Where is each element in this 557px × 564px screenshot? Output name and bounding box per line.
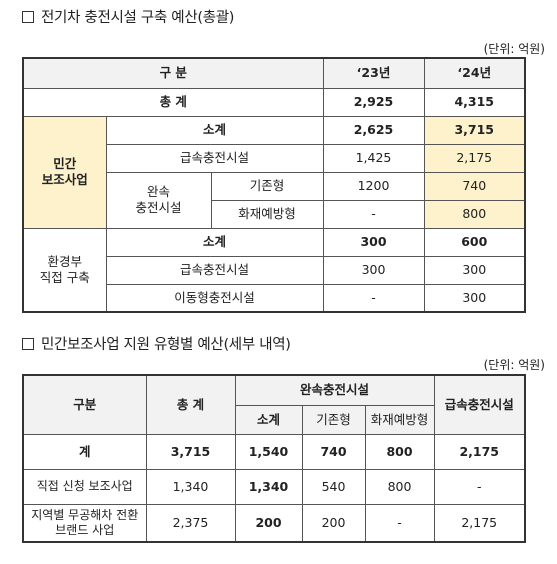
table-row: 총 계 2,925 4,315 bbox=[22, 87, 526, 117]
total-label: 총 계 bbox=[22, 87, 324, 117]
total-2023: 2,925 bbox=[322, 87, 425, 117]
row-total: 1,340 bbox=[145, 468, 236, 505]
row-existing: 740 bbox=[301, 433, 366, 470]
header-existing: 기존형 bbox=[301, 404, 366, 435]
table-row: 이동형충전시설 - 300 bbox=[23, 283, 526, 313]
checkbox-square-icon bbox=[22, 11, 34, 23]
checkbox-square-icon bbox=[22, 338, 34, 350]
private-existing-label: 기존형 bbox=[210, 171, 324, 201]
row-sub: 200 bbox=[234, 503, 303, 543]
table-row: 구 분 ‘23년 ‘24년 bbox=[22, 57, 526, 89]
header-slow: 완속충전시설 bbox=[234, 374, 435, 406]
budget-detail-table: 구분 총 계 완속충전시설 급속충전시설 소계 기존형 화재예방형 계 3,71… bbox=[22, 374, 526, 543]
header-2023: ‘23년 bbox=[322, 57, 425, 89]
env-fast-label: 급속충전시설 bbox=[105, 255, 324, 285]
row-fireproof: 800 bbox=[364, 433, 435, 470]
table-row: 환경부 직접 구축 소계 300 600 bbox=[22, 227, 526, 313]
row-existing: 540 bbox=[301, 468, 366, 505]
env-subtotal-label: 소계 bbox=[105, 227, 324, 257]
table-row: 민간 보조사업 소계 2,625 3,715 bbox=[22, 115, 526, 229]
table-row: 직접 신청 보조사업 1,340 1,340 540 800 - bbox=[22, 468, 526, 505]
table-row: 소계 기존형 화재예방형 bbox=[23, 404, 525, 435]
header-fast: 급속충전시설 bbox=[433, 374, 526, 435]
env-subtotal-2023: 300 bbox=[322, 227, 425, 257]
private-group-label: 민간 보조사업 bbox=[22, 115, 107, 229]
header-total: 총 계 bbox=[145, 374, 236, 435]
table-row: 급속충전시설 1,425 2,175 bbox=[23, 143, 526, 173]
private-subtotal-2024: 3,715 bbox=[423, 115, 526, 145]
section2-title: 민간보조사업 지원 유형별 예산(세부 내역) bbox=[41, 337, 291, 353]
private-fast-label: 급속충전시설 bbox=[105, 143, 324, 173]
row-total: 3,715 bbox=[145, 433, 236, 470]
env-mobile-label: 이동형충전시설 bbox=[105, 283, 324, 313]
section2-heading: 민간보조사업 지원 유형별 예산(세부 내역) bbox=[22, 333, 291, 354]
private-fireproof-2023: - bbox=[322, 199, 425, 229]
private-subtotal-label: 소계 bbox=[105, 115, 324, 145]
header-gubun: 구 분 bbox=[22, 57, 324, 89]
header-2024: ‘24년 bbox=[423, 57, 526, 89]
private-fireproof-label: 화재예방형 bbox=[210, 199, 324, 229]
private-fast-2023: 1,425 bbox=[322, 143, 425, 173]
row-label: 직접 신청 보조사업 bbox=[22, 468, 147, 505]
row-fast: 2,175 bbox=[433, 433, 526, 470]
private-existing-2023: 1200 bbox=[322, 171, 425, 201]
row-fast: 2,175 bbox=[433, 503, 526, 543]
row-fireproof: - bbox=[364, 503, 435, 543]
section1-title: 전기차 충전시설 구축 예산(총괄) bbox=[41, 10, 235, 26]
env-group-label: 환경부 직접 구축 bbox=[22, 227, 107, 313]
section1-heading: 전기차 충전시설 구축 예산(총괄) bbox=[22, 6, 234, 27]
table-row: 지역별 무공해차 전환 브랜드 사업 2,375 200 200 - 2,175 bbox=[22, 503, 526, 543]
budget-summary-table: 구 분 ‘23년 ‘24년 총 계 2,925 4,315 민간 보조사업 소계… bbox=[22, 57, 526, 313]
private-existing-2024: 740 bbox=[423, 171, 526, 201]
header-gubun: 구분 bbox=[22, 374, 147, 435]
total-2024: 4,315 bbox=[423, 87, 526, 117]
row-existing: 200 bbox=[301, 503, 366, 543]
row-label: 계 bbox=[22, 433, 147, 470]
env-subtotal-2024: 600 bbox=[423, 227, 526, 257]
header-sub: 소계 bbox=[234, 404, 303, 435]
row-total: 2,375 bbox=[145, 503, 236, 543]
env-mobile-2024: 300 bbox=[423, 283, 526, 313]
row-fireproof: 800 bbox=[364, 468, 435, 505]
section2-unit: (단위: 억원) bbox=[483, 358, 545, 372]
row-fast: - bbox=[433, 468, 526, 505]
table-row: 완속 충전시설 기존형 1200 740 bbox=[23, 171, 526, 229]
private-slow-label: 완속 충전시설 bbox=[105, 171, 212, 229]
section1-unit: (단위: 억원) bbox=[483, 42, 545, 56]
row-sub: 1,540 bbox=[234, 433, 303, 470]
env-mobile-2023: - bbox=[322, 283, 425, 313]
table-row: 구분 총 계 완속충전시설 급속충전시설 bbox=[22, 374, 526, 435]
table-row: 계 3,715 1,540 740 800 2,175 bbox=[22, 433, 526, 470]
env-fast-2024: 300 bbox=[423, 255, 526, 285]
row-sub: 1,340 bbox=[234, 468, 303, 505]
env-fast-2023: 300 bbox=[322, 255, 425, 285]
private-fast-2024: 2,175 bbox=[423, 143, 526, 173]
header-fireproof: 화재예방형 bbox=[364, 404, 435, 435]
private-subtotal-2023: 2,625 bbox=[322, 115, 425, 145]
row-label: 지역별 무공해차 전환 브랜드 사업 bbox=[22, 503, 147, 543]
private-fireproof-2024: 800 bbox=[423, 199, 526, 229]
